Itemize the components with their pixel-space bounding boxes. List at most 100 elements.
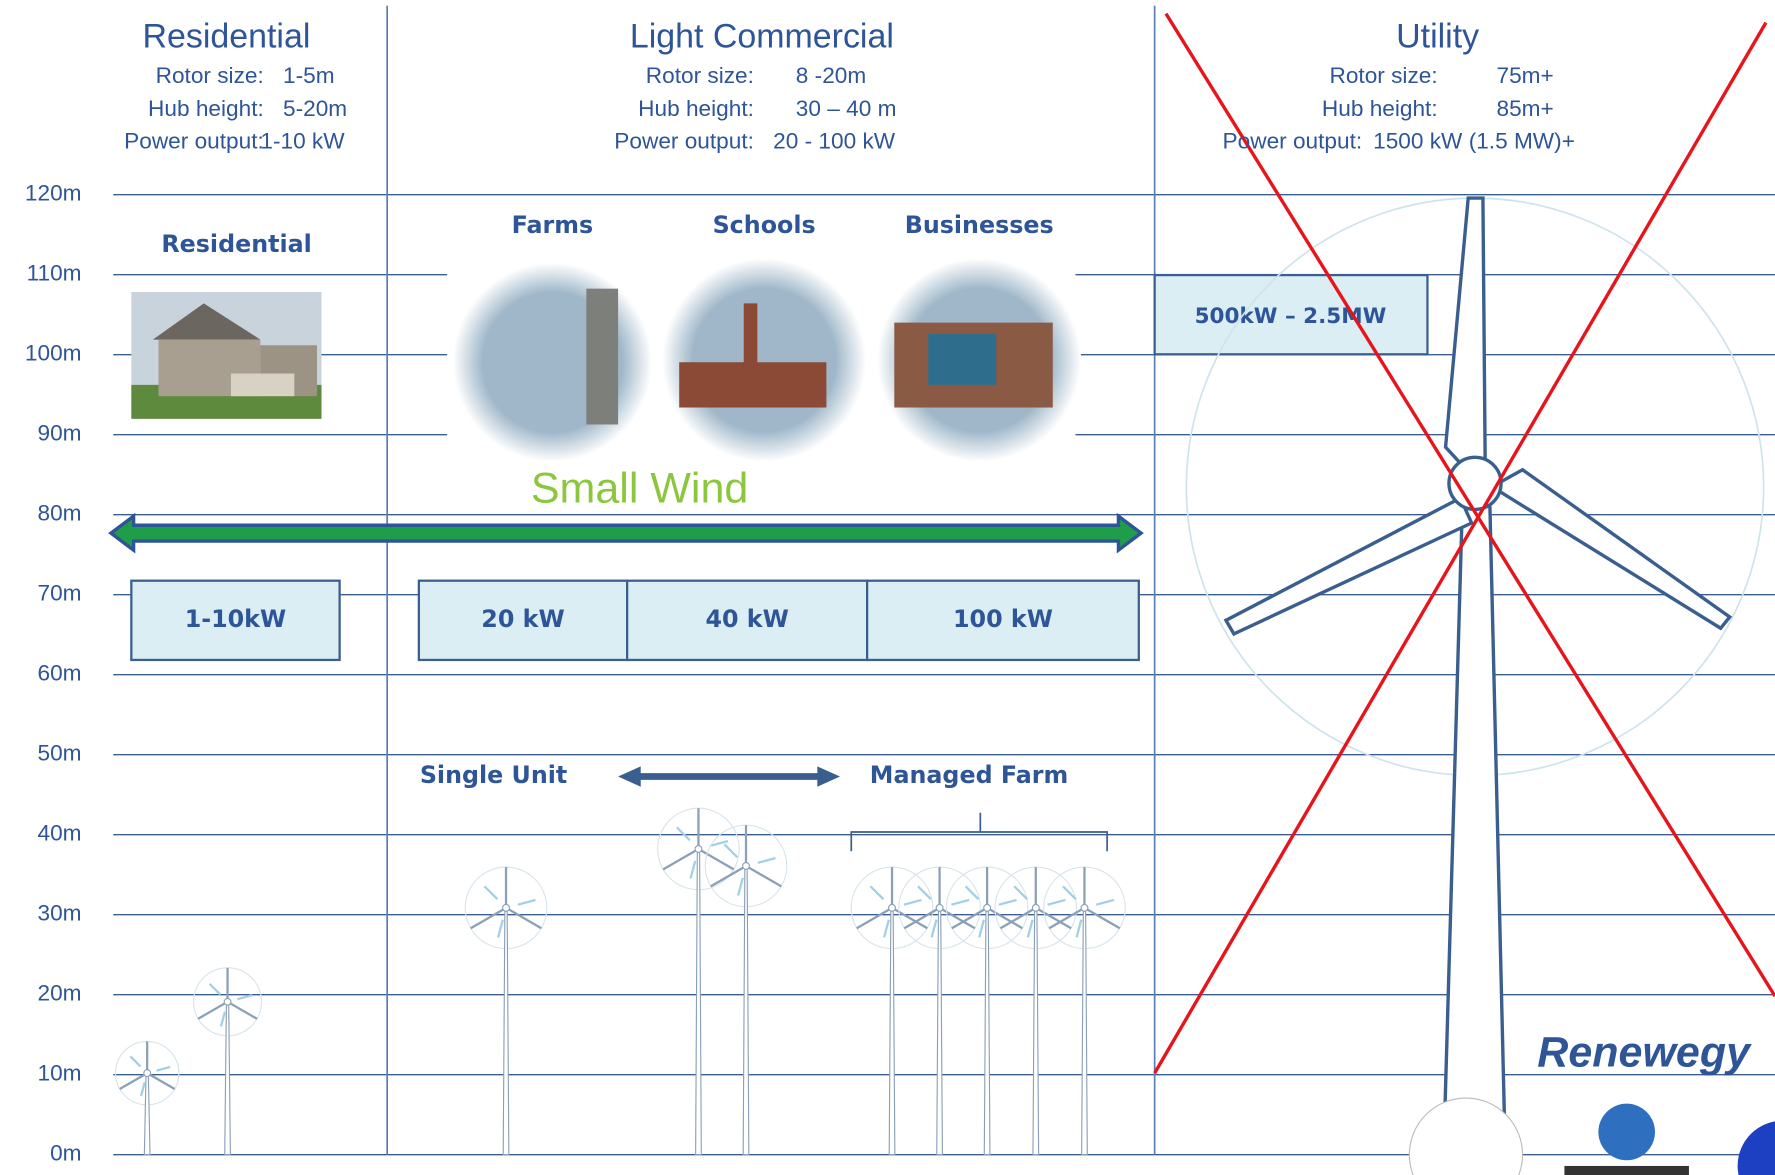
- spec-label: Rotor size:: [646, 63, 754, 88]
- spec-value: 1500 kW (1.5 MW)+: [1373, 129, 1575, 154]
- spec-value: 5-20m: [283, 96, 347, 121]
- blade-arrow: [484, 886, 497, 899]
- hub: [936, 904, 943, 911]
- school-image: [662, 258, 866, 462]
- column-title: Residential: [142, 17, 310, 55]
- tower: [503, 908, 509, 1155]
- height-label: 30m: [38, 901, 82, 926]
- power-box-label: 40 kW: [705, 605, 788, 633]
- logos: [1409, 1098, 1775, 1175]
- diagram: 120m110m100m90m80m70m60m50m40m30m20m10m0…: [0, 0, 1775, 1175]
- spec-value: 1-5m: [283, 63, 335, 88]
- blade-arrow: [130, 1056, 140, 1066]
- house-image: [131, 292, 321, 419]
- blade-arrow: [498, 920, 503, 938]
- tower: [889, 908, 895, 1155]
- site-label: Schools: [713, 211, 816, 239]
- height-label: 70m: [38, 581, 82, 606]
- blade-arrow: [979, 920, 984, 938]
- height-label: 50m: [38, 741, 82, 766]
- single-unit-label: Single Unit: [420, 761, 567, 789]
- farm-brace: [851, 813, 1107, 851]
- hub: [984, 904, 991, 911]
- hub: [503, 904, 510, 911]
- small-wind-label: Small Wind: [531, 465, 748, 513]
- tower: [937, 908, 943, 1155]
- hub: [743, 863, 750, 870]
- small-turbine: [658, 808, 740, 1154]
- blade-arrow: [677, 827, 690, 840]
- small-turbine: [115, 1041, 178, 1154]
- spec-value: 8 -20m: [796, 63, 866, 88]
- blade-arrow: [518, 900, 536, 905]
- silo: [586, 289, 618, 425]
- blade-arrow: [758, 858, 776, 863]
- farm-image: [453, 263, 652, 462]
- height-label: 80m: [38, 501, 82, 526]
- spec-label: Rotor size:: [156, 63, 264, 88]
- hub: [889, 904, 896, 911]
- blade: [1084, 908, 1119, 928]
- residential-label: Residential: [161, 230, 311, 258]
- height-label: 120m: [25, 181, 82, 206]
- spec-value: 85m+: [1497, 96, 1554, 121]
- blade-arrow: [1048, 900, 1066, 905]
- small-turbine: [899, 867, 981, 1155]
- blade: [147, 1073, 174, 1089]
- small-turbine: [194, 968, 262, 1155]
- hub: [144, 1070, 151, 1077]
- small-turbine: [1044, 867, 1126, 1155]
- small-turbine: [465, 867, 547, 1155]
- blade-arrow: [904, 900, 922, 905]
- small-wind-arrow: [111, 516, 1141, 550]
- height-label: 10m: [38, 1061, 82, 1086]
- blade-arrow: [1028, 920, 1033, 938]
- blade-arrow: [738, 878, 743, 896]
- tower: [696, 849, 702, 1155]
- site-label: Businesses: [905, 211, 1054, 239]
- blade: [506, 908, 541, 928]
- column-title: Light Commercial: [630, 17, 894, 55]
- office-glass: [928, 334, 996, 385]
- hub: [695, 846, 702, 853]
- height-label: 60m: [38, 661, 82, 686]
- tower: [984, 908, 990, 1155]
- height-label: 110m: [27, 261, 82, 286]
- brand: Renewegy: [1537, 1028, 1752, 1076]
- blade-arrow: [1077, 920, 1082, 938]
- blade-arrow: [724, 844, 737, 857]
- power-box-label: 1-10kW: [185, 605, 286, 633]
- blade: [228, 1002, 257, 1019]
- blade-arrow: [221, 1012, 225, 1027]
- tower: [144, 1073, 150, 1155]
- blade-arrow: [951, 900, 969, 905]
- spec-label: Rotor size:: [1330, 63, 1438, 88]
- height-label: 100m: [25, 341, 82, 366]
- height-label: 90m: [38, 421, 82, 446]
- blade-arrow: [156, 1067, 170, 1071]
- hub: [224, 998, 231, 1005]
- tower: [225, 1002, 231, 1155]
- blade-arrow: [870, 886, 883, 899]
- height-label: 40m: [38, 821, 82, 846]
- column-title: Utility: [1396, 17, 1479, 55]
- blade-arrow: [884, 920, 889, 938]
- turbines: [115, 808, 1125, 1154]
- blade-arrow: [999, 900, 1017, 905]
- spec-value: 1-10 kW: [260, 129, 345, 154]
- spec-value: 75m+: [1497, 63, 1554, 88]
- height-label: 20m: [38, 981, 82, 1006]
- spec-value: 30 – 40 m: [796, 96, 897, 121]
- blade-arrow: [932, 920, 937, 938]
- spec-label: Power output:: [1223, 129, 1363, 154]
- spec-label: Hub height:: [1322, 96, 1438, 121]
- tower: [1082, 908, 1088, 1155]
- blade-arrow: [210, 984, 221, 995]
- small-turbine: [705, 825, 787, 1154]
- power-box-label: 100 kW: [953, 605, 1053, 633]
- power-box-label: 20 kW: [481, 605, 564, 633]
- spec-value: 20 - 100 kW: [773, 129, 896, 154]
- tower: [743, 866, 749, 1155]
- blade: [746, 866, 781, 886]
- small-turbine: [995, 867, 1077, 1155]
